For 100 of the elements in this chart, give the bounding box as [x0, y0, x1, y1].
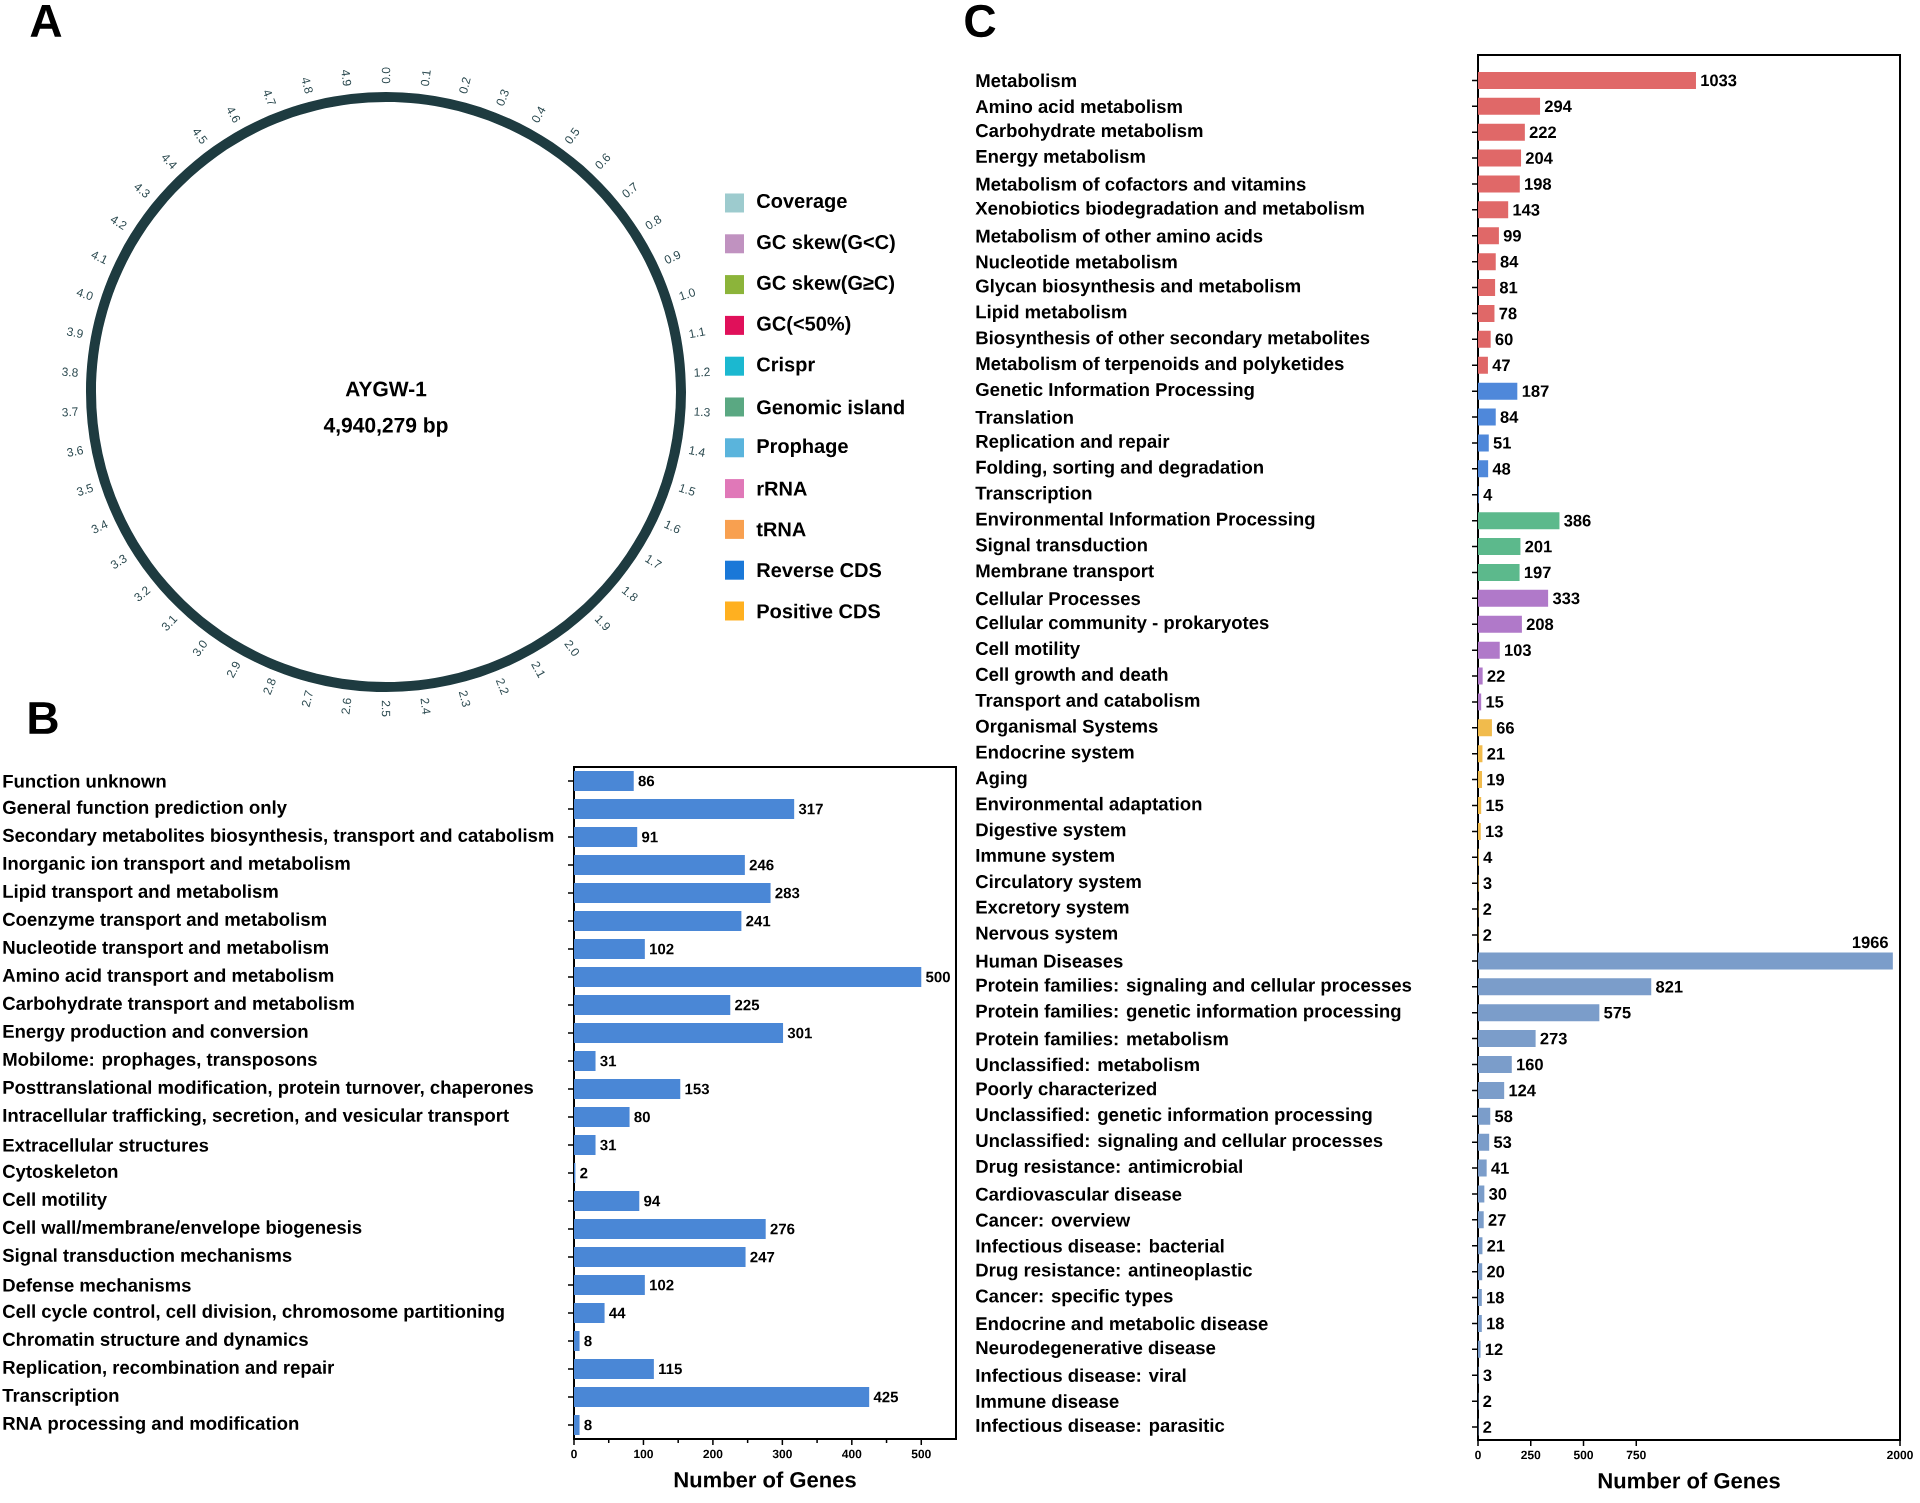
data-label: 2 [580, 1167, 588, 1179]
bar [574, 1415, 580, 1436]
data-label: 18 [1487, 1291, 1504, 1304]
y-tick-label: Transcription [2, 1388, 119, 1406]
text: 4.5 [193, 129, 208, 144]
text: 0.0 [381, 67, 391, 84]
data-label: 3 [1483, 1369, 1492, 1382]
bar [1478, 538, 1521, 556]
bar [1478, 719, 1492, 737]
category-label: Genomic island [757, 399, 904, 415]
bar [574, 939, 645, 959]
bar [1478, 641, 1500, 659]
y-tick-label: Infectious disease: viral [976, 1368, 1186, 1383]
text: 0.3 [496, 89, 509, 106]
y-tick-label: Extracellular structures [3, 1138, 209, 1152]
y-tick-label: Folding, sorting and degradation [976, 460, 1263, 478]
category-label: Reverse CDS [757, 563, 882, 578]
data-label: 60 [1495, 333, 1513, 346]
text: 2.9 [226, 661, 240, 679]
text: 4.6 [227, 108, 241, 123]
text: 0.9 [664, 250, 681, 264]
y-tick-label: Immune disease [976, 1394, 1119, 1408]
data-label: 78 [1499, 307, 1517, 320]
bar [1478, 1055, 1512, 1073]
y-tick-label: Posttranslational modification, protein turnover, chaperones [3, 1080, 533, 1098]
y-tick-label: Membrane transport [976, 563, 1154, 582]
bar [574, 995, 731, 1015]
text: 4.8 [302, 77, 313, 94]
y-tick-label: Cell motility [976, 641, 1081, 659]
data-label: 19 [1487, 773, 1505, 786]
x-tick-label: 500 [1573, 1450, 1594, 1460]
y-tick-label: Environmental Information Processing [976, 511, 1315, 530]
bar [574, 1079, 681, 1100]
y-tick-label: Signal transduction mechanisms [2, 1248, 292, 1266]
y-tick-label: Translation [975, 410, 1073, 424]
text: 2.4 [420, 698, 431, 715]
y-tick-label: Unclassified: signaling and cellular processes [976, 1133, 1383, 1151]
bar [1478, 589, 1549, 607]
x-tick-label: 250 [1521, 1450, 1541, 1460]
bar [574, 827, 638, 847]
data-label: 27 [1488, 1214, 1506, 1226]
y-tick-label: Protein families: signaling and cellular processes [976, 978, 1412, 996]
y-tick-label: Transcription [975, 486, 1092, 504]
bar [1478, 615, 1522, 633]
data-label: 18 [1487, 1317, 1504, 1330]
data-label: 22 [1487, 670, 1505, 682]
data-label: 66 [1496, 721, 1514, 734]
text: 0.7 [622, 182, 637, 198]
y-tick-label: Poorly characterized [976, 1081, 1157, 1100]
text: A [30, 5, 62, 37]
bar [1478, 1159, 1487, 1177]
x-tick-label: 200 [703, 1449, 723, 1459]
y-tick-label: Protein families: metabolism [976, 1031, 1228, 1046]
data-label: 91 [641, 831, 658, 843]
data-label: 317 [798, 803, 823, 815]
y-tick-label: Amino acid transport and metabolism [2, 968, 334, 986]
bar [574, 967, 922, 987]
data-label: 12 [1485, 1343, 1503, 1356]
text: 3.8 [62, 367, 78, 377]
text: 0.4 [532, 106, 546, 123]
text: 1.2 [694, 367, 710, 377]
x-axis-title: Number of Genes [674, 1471, 856, 1488]
text: 2.6 [341, 698, 352, 715]
category-label: tRNA [756, 522, 806, 537]
data-label: 283 [775, 887, 800, 899]
y-tick-label: Protein families: genetic information processing [976, 1004, 1401, 1022]
text: 1.3 [694, 407, 710, 417]
data-label: 273 [1540, 1032, 1567, 1045]
text: 1.4 [688, 446, 705, 457]
text: 2.5 [381, 700, 391, 717]
data-label: 4 [1483, 489, 1493, 501]
text: B [29, 702, 58, 734]
y-tick-label: Human Diseases [976, 954, 1123, 968]
data-label: 81 [1499, 281, 1518, 294]
bar [574, 1275, 645, 1295]
data-label: 124 [1509, 1084, 1536, 1097]
x-tick-label: 300 [772, 1449, 792, 1459]
data-label: 197 [1524, 566, 1551, 579]
data-label: 84 [1500, 411, 1519, 423]
y-tick-label: Coenzyme transport and metabolism [3, 912, 326, 930]
y-tick-label: Cancer: overview [976, 1213, 1131, 1227]
y-tick-label: Intracellular trafficking, secretion, and vesicular transport [3, 1108, 509, 1126]
text: 3.0 [192, 640, 207, 657]
data-label: 246 [749, 859, 774, 871]
data-label: 1033 [1701, 74, 1737, 87]
y-tick-label: Carbohydrate transport and metabolism [3, 996, 354, 1014]
data-label: 2 [1483, 1421, 1492, 1433]
bar [574, 1219, 766, 1239]
data-label: 30 [1488, 1188, 1507, 1200]
y-tick-label: Genetic Information Processing [976, 382, 1254, 400]
x-tick-label: 0 [1475, 1450, 1481, 1460]
bar [1478, 175, 1520, 193]
data-label: 301 [787, 1027, 812, 1039]
y-tick-label: Environmental adaptation [976, 796, 1202, 815]
data-label: 2 [1483, 929, 1492, 941]
y-tick-label: Replication, recombination and repair [3, 1360, 335, 1378]
y-tick-label: Nucleotide metabolism [976, 254, 1177, 269]
y-tick-label: Carbohydrate metabolism [976, 123, 1203, 141]
bar [574, 1331, 580, 1351]
data-label: 187 [1522, 385, 1549, 397]
